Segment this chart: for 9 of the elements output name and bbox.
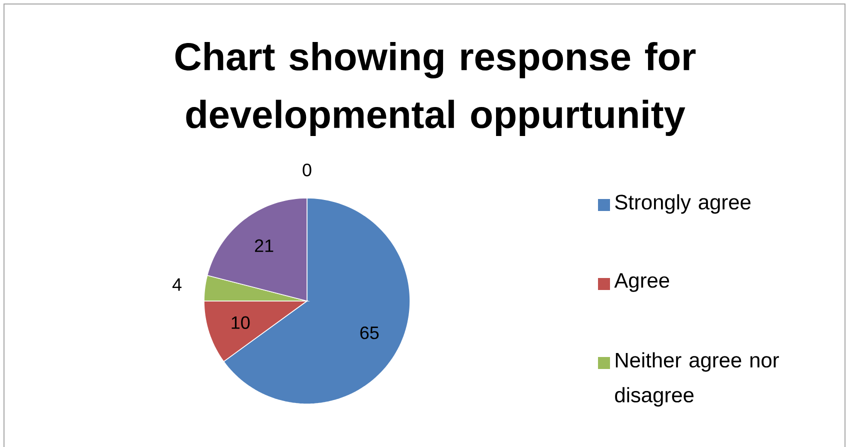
text: 0 [302,164,312,176]
data-label: 21 [255,239,274,252]
legend-label: Agree [614,273,670,292]
data-label: 4 [172,278,182,291]
chart-title: Chart showing response for developmental oppurtunity [175,42,696,136]
legend-label: Neither agree nor disagree [615,352,779,407]
data-label: 65 [360,326,379,340]
data-label: 10 [232,316,250,329]
legend-label: Strongly agree [615,194,750,214]
